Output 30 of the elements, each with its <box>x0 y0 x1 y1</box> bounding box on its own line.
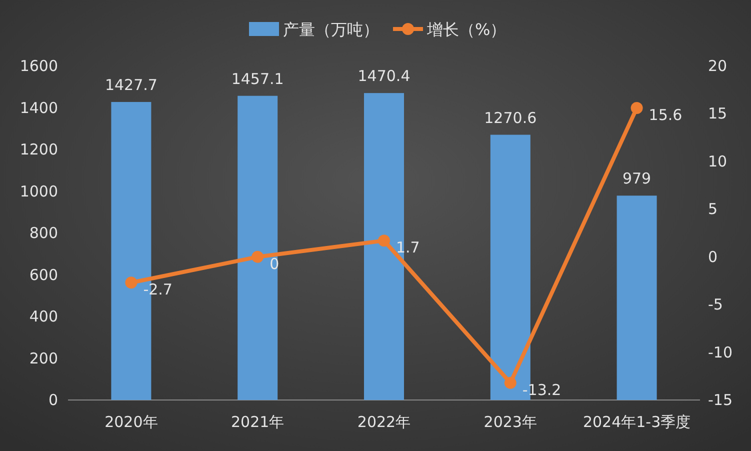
y2-tick-label: 0 <box>708 248 718 266</box>
y2-tick-label: 5 <box>708 200 718 218</box>
legend-label: 产量（万吨） <box>283 20 379 39</box>
y-tick-label: 600 <box>29 266 58 284</box>
y2-tick-label: -10 <box>708 343 732 362</box>
x-tick-label: 2024年1-3季度 <box>582 413 691 431</box>
data-label: 1470.4 <box>358 67 410 86</box>
data-label: 979 <box>622 170 652 188</box>
y-tick-label: 1000 <box>20 182 58 200</box>
legend-label: 增长（%） <box>426 20 506 39</box>
x-tick-label: 2022年 <box>357 413 411 431</box>
y-tick-label: 0 <box>48 391 58 409</box>
y2-tick-label: -5 <box>708 296 723 314</box>
y-tick-label: 200 <box>29 349 58 368</box>
y-tick-label: 800 <box>29 224 58 242</box>
y-tick-label: 1200 <box>20 140 58 158</box>
y-tick-label: 1600 <box>20 57 58 75</box>
y2-tick-label: 20 <box>708 57 728 75</box>
y2-tick-label: 10 <box>708 152 728 170</box>
x-tick-label: 2023年 <box>484 413 537 431</box>
data-label: 15.6 <box>648 106 682 124</box>
data-label: 1427.7 <box>104 76 158 94</box>
data-label: 1270.6 <box>484 108 537 127</box>
y-tick-label: 400 <box>29 308 58 326</box>
y2-tick-label: 15 <box>708 104 728 123</box>
data-label: 1457.1 <box>231 70 284 88</box>
x-tick-label: 2021年 <box>231 413 284 431</box>
x-tick-label: 2020年 <box>104 413 158 431</box>
y-tick-label: 1400 <box>20 98 58 117</box>
y2-tick-label: -15 <box>708 391 732 409</box>
